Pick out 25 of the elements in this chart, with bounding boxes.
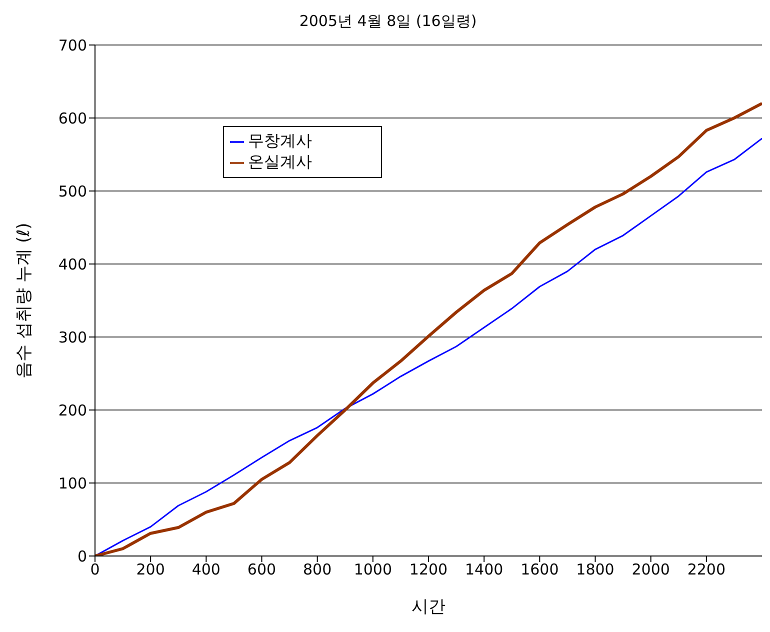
x-tick-label: 2000 — [632, 560, 670, 579]
x-tick-label: 800 — [303, 560, 332, 579]
x-tick-label: 1800 — [576, 560, 614, 579]
y-tick-label: 200 — [58, 401, 87, 420]
legend-label: 무창계사 — [248, 131, 312, 150]
y-tick-label: 500 — [58, 182, 87, 200]
x-tick-label: 1200 — [409, 560, 448, 579]
legend-label: 온실계사 — [248, 152, 312, 171]
y-tick-label: 300 — [58, 328, 87, 346]
x-tick-label: 1600 — [520, 560, 559, 579]
x-axis-title: 시간 — [412, 597, 446, 617]
x-tick-label: 200 — [136, 560, 165, 579]
y-tick-label: 100 — [58, 474, 87, 492]
y-tick-label: 0 — [77, 547, 87, 566]
x-tick-label: 2200 — [687, 560, 726, 579]
x-tick-label: 1400 — [464, 560, 504, 579]
x-tick-label: 0 — [90, 560, 100, 579]
y-axis-title: 음수 섭취량 누계 (ℓ) — [14, 222, 34, 378]
x-tick-label: 1000 — [354, 560, 392, 579]
x-tick-label: 600 — [247, 560, 276, 579]
chart-title: 2005년 4월 8일 (16일령) — [298, 12, 478, 31]
y-tick-label: 700 — [58, 36, 87, 54]
y-tick-label: 600 — [58, 109, 87, 128]
x-tick-label: 400 — [192, 560, 220, 579]
y-tick-label: 400 — [58, 255, 87, 274]
